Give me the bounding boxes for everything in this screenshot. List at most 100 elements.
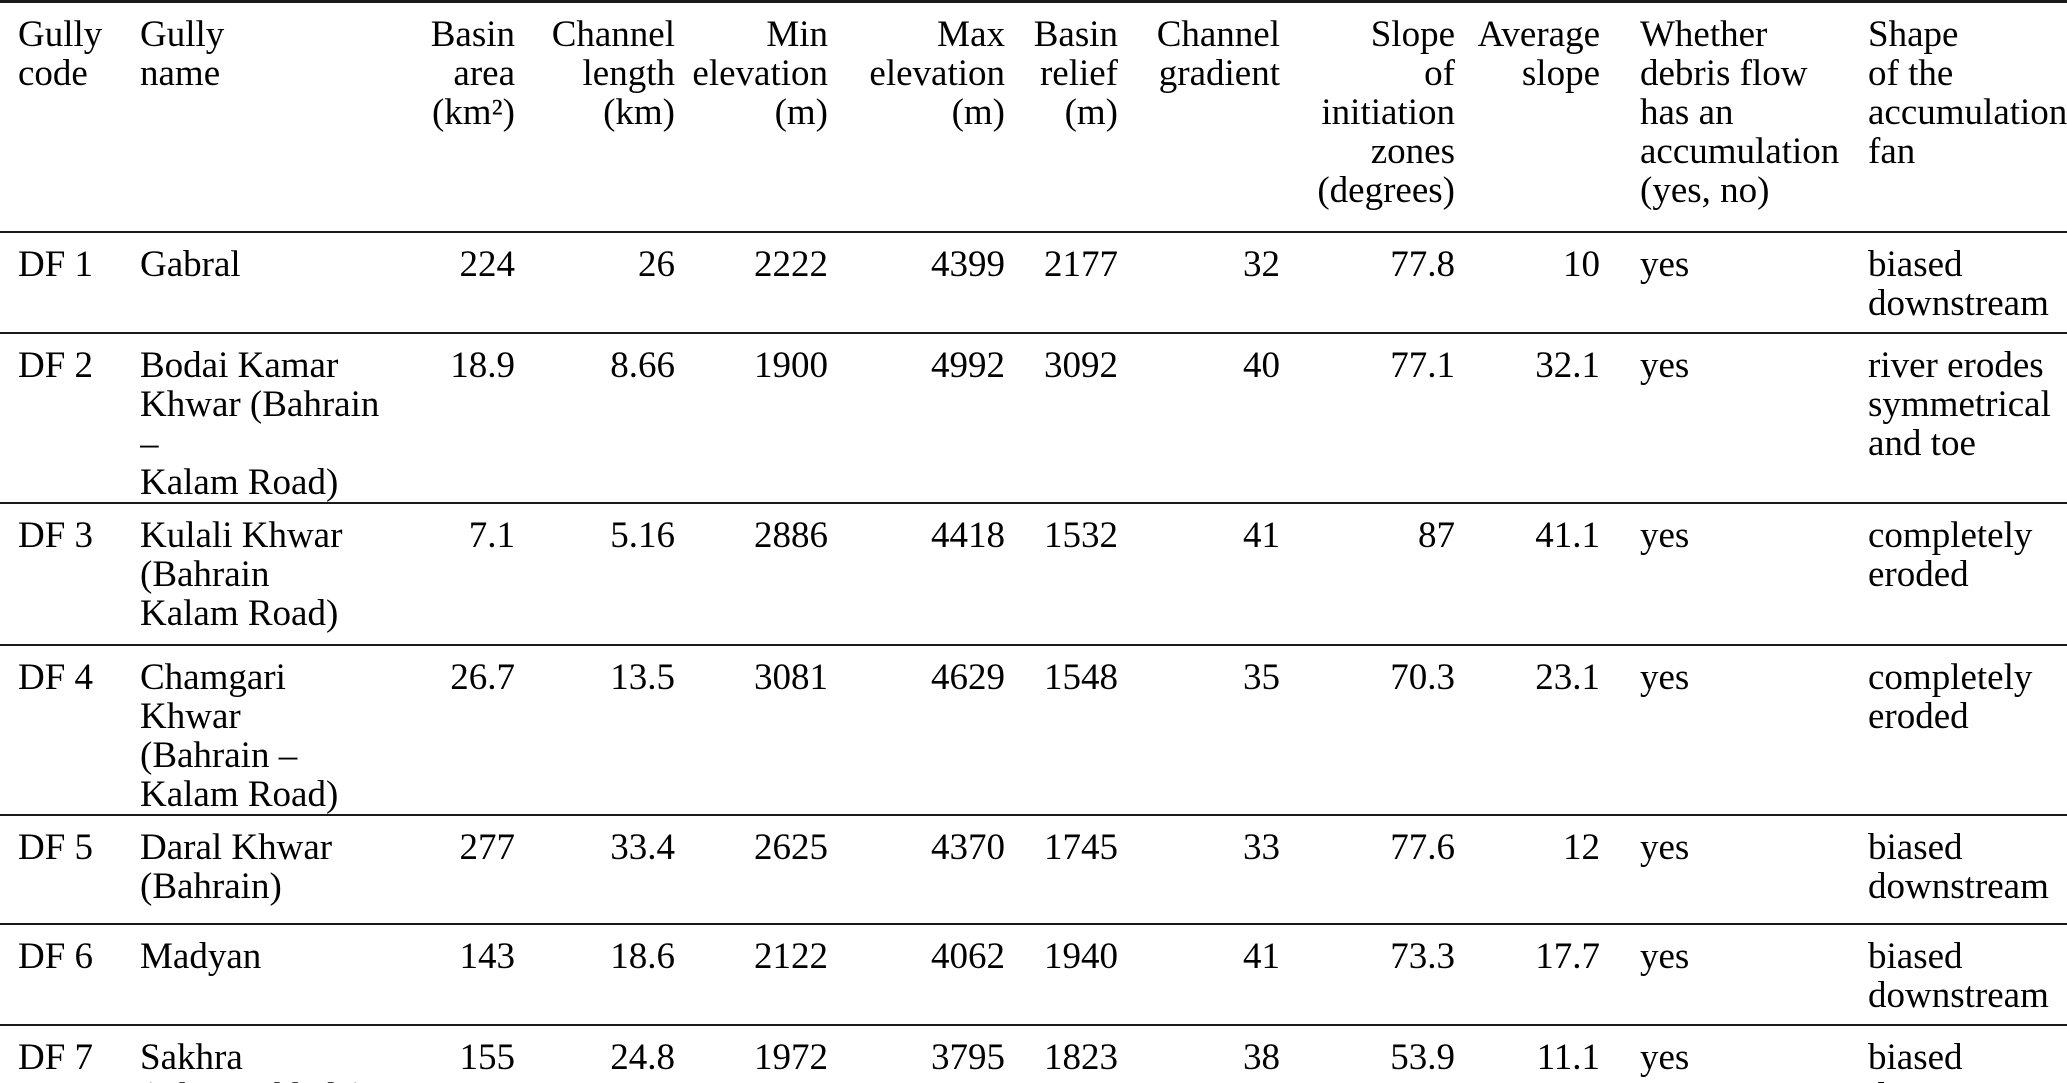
cell-fan-shape: biased downstream bbox=[1868, 231, 2067, 334]
table-row: DF 3 Kulali Khwar (Bahrain Kalam Road) 7… bbox=[0, 502, 2067, 646]
cell-average-slope: 10 bbox=[1455, 231, 1600, 334]
table-row: DF 2 Bodai Kamar Khwar (Bahrain – Kalam … bbox=[0, 332, 2067, 504]
cell-gully-name: Sakhra (Khwazakhela) bbox=[140, 1036, 366, 1083]
cell-channel-length: 33.4 bbox=[515, 814, 675, 925]
cell-initiation-slope: 70.3 bbox=[1280, 644, 1455, 816]
cell-max-elevation: 4629 bbox=[828, 644, 1005, 816]
col-header-gully-name: Gully name bbox=[140, 1, 390, 233]
cell-channel-length: 18.6 bbox=[515, 923, 675, 1026]
col-header-basin-area: Basin area (km²) bbox=[390, 1, 515, 233]
cell-accumulation: yes bbox=[1600, 231, 1868, 334]
cell-initiation-slope: 73.3 bbox=[1280, 923, 1455, 1026]
cell-average-slope: 11.1 bbox=[1536, 1036, 1600, 1078]
cell-fan-shape: biased downstream bbox=[1868, 923, 2067, 1026]
cell-channel-gradient: 33 bbox=[1118, 814, 1280, 925]
cell-channel-gradient: 41 bbox=[1118, 923, 1280, 1026]
cell-basin-relief: 3092 bbox=[1005, 332, 1118, 504]
col-header-average-slope: Average slope bbox=[1455, 1, 1600, 233]
cell-basin-relief: 2177 bbox=[1005, 231, 1118, 334]
cell-basin-relief: 1823 bbox=[1044, 1036, 1118, 1078]
cell-fan-shape: river erodes symmetrical and toe bbox=[1868, 332, 2067, 504]
cell-channel-gradient: 32 bbox=[1118, 231, 1280, 334]
table-row: DF 6 Madyan 143 18.6 2122 4062 1940 41 7… bbox=[0, 923, 2067, 1026]
cell-channel-length: 13.5 bbox=[515, 644, 675, 816]
cell-channel-length: 26 bbox=[515, 231, 675, 334]
cell-basin-relief: 1532 bbox=[1005, 502, 1118, 646]
cell-channel-gradient: 40 bbox=[1118, 332, 1280, 504]
cell-min-elevation: 3081 bbox=[675, 644, 828, 816]
cell-average-slope: 17.7 bbox=[1455, 923, 1600, 1026]
cell-max-elevation: 4062 bbox=[828, 923, 1005, 1026]
cell-accumulation: yes bbox=[1640, 1036, 1690, 1078]
table-row: DF 5 Daral Khwar (Bahrain) 277 33.4 2625… bbox=[0, 814, 2067, 925]
col-header-channel-length: Channel length (km) bbox=[515, 1, 675, 233]
cell-basin-area: 224 bbox=[390, 231, 515, 334]
cell-channel-length: 5.16 bbox=[515, 502, 675, 646]
cell-channel-length: 8.66 bbox=[515, 332, 675, 504]
header-row: Gully code Gully name Basin area (km²) C… bbox=[0, 1, 2067, 233]
cell-basin-relief: 1548 bbox=[1005, 644, 1118, 816]
cell-max-elevation: 4992 bbox=[828, 332, 1005, 504]
cell-channel-gradient: 35 bbox=[1118, 644, 1280, 816]
cell-gully-code: DF 2 bbox=[0, 332, 140, 504]
cell-channel-length: 24.8 bbox=[610, 1036, 675, 1078]
cell-initiation-slope: 77.1 bbox=[1280, 332, 1455, 504]
cell-gully-name: Gabral bbox=[140, 231, 390, 334]
cell-gully-name: Bodai Kamar Khwar (Bahrain – Kalam Road) bbox=[140, 332, 390, 504]
cell-basin-area: 277 bbox=[390, 814, 515, 925]
cell-min-elevation: 1972 bbox=[754, 1036, 828, 1078]
cell-min-elevation: 1900 bbox=[675, 332, 828, 504]
cell-min-elevation: 2886 bbox=[675, 502, 828, 646]
cell-gully-code: DF 5 bbox=[0, 814, 140, 925]
cell-channel-gradient: 38 bbox=[1243, 1036, 1280, 1078]
table-row: DF 1 Gabral 224 26 2222 4399 2177 32 77.… bbox=[0, 231, 2067, 334]
cell-min-elevation: 2222 bbox=[675, 231, 828, 334]
cell-accumulation: yes bbox=[1600, 923, 1868, 1026]
cell-fan-shape: completely eroded bbox=[1868, 502, 2067, 646]
cell-initiation-slope: 77.8 bbox=[1280, 231, 1455, 334]
cell-average-slope: 41.1 bbox=[1455, 502, 1600, 646]
cell-gully-name: Madyan bbox=[140, 923, 390, 1026]
cell-basin-area: 7.1 bbox=[390, 502, 515, 646]
cell-basin-area: 26.7 bbox=[390, 644, 515, 816]
col-header-gully-code: Gully code bbox=[0, 1, 140, 233]
cell-average-slope: 32.1 bbox=[1455, 332, 1600, 504]
col-header-channel-gradient: Channel gradient bbox=[1118, 1, 1280, 233]
cell-gully-code: DF 4 bbox=[0, 644, 140, 816]
col-header-initiation-slope: Slope of initiation zones (degrees) bbox=[1280, 1, 1455, 233]
cell-average-slope: 12 bbox=[1455, 814, 1600, 925]
cell-gully-name: Kulali Khwar (Bahrain Kalam Road) bbox=[140, 502, 390, 646]
cell-accumulation: yes bbox=[1600, 332, 1868, 504]
cell-basin-area: 143 bbox=[390, 923, 515, 1026]
cell-gully-name: Chamgari Khwar (Bahrain – Kalam Road) bbox=[140, 644, 390, 816]
cell-initiation-slope: 53.9 bbox=[1390, 1036, 1455, 1078]
cell-min-elevation: 2625 bbox=[675, 814, 828, 925]
cell-fan-shape: biased downstream bbox=[1868, 814, 2067, 925]
cell-accumulation: yes bbox=[1600, 814, 1868, 925]
cell-initiation-slope: 87 bbox=[1280, 502, 1455, 646]
cell-fan-shape: completely eroded bbox=[1868, 644, 2067, 816]
cell-max-elevation: 4370 bbox=[828, 814, 1005, 925]
col-header-accumulation: Whether debris flow has an accumulation … bbox=[1600, 1, 1868, 233]
cell-average-slope: 23.1 bbox=[1455, 644, 1600, 816]
cell-basin-area: 155 bbox=[459, 1036, 516, 1078]
cell-basin-area: 18.9 bbox=[390, 332, 515, 504]
col-header-max-elevation: Max elevation (m) bbox=[828, 1, 1005, 233]
cell-gully-name: Daral Khwar (Bahrain) bbox=[140, 814, 390, 925]
cell-initiation-slope: 77.6 bbox=[1280, 814, 1455, 925]
cell-min-elevation: 2122 bbox=[675, 923, 828, 1026]
table-body: DF 1 Gabral 224 26 2222 4399 2177 32 77.… bbox=[0, 231, 2067, 1083]
cell-gully-code: DF 6 bbox=[0, 923, 140, 1026]
cell-accumulation: yes bbox=[1600, 502, 1868, 646]
cell-max-elevation: 4399 bbox=[828, 231, 1005, 334]
table-row: DF 4 Chamgari Khwar (Bahrain – Kalam Roa… bbox=[0, 644, 2067, 816]
col-header-fan-shape: Shape of the accumulation fan bbox=[1868, 1, 2067, 233]
table-header: Gully code Gully name Basin area (km²) C… bbox=[0, 1, 2067, 233]
cell-channel-gradient: 41 bbox=[1118, 502, 1280, 646]
cell-fan-shape: biased downstream bbox=[1868, 1036, 2049, 1083]
cell-max-elevation: 4418 bbox=[828, 502, 1005, 646]
cell-basin-relief: 1940 bbox=[1005, 923, 1118, 1026]
table-row: DF 7 Sakhra (Khwazakhela) 155 24.8 1972 … bbox=[0, 1025, 2067, 1083]
